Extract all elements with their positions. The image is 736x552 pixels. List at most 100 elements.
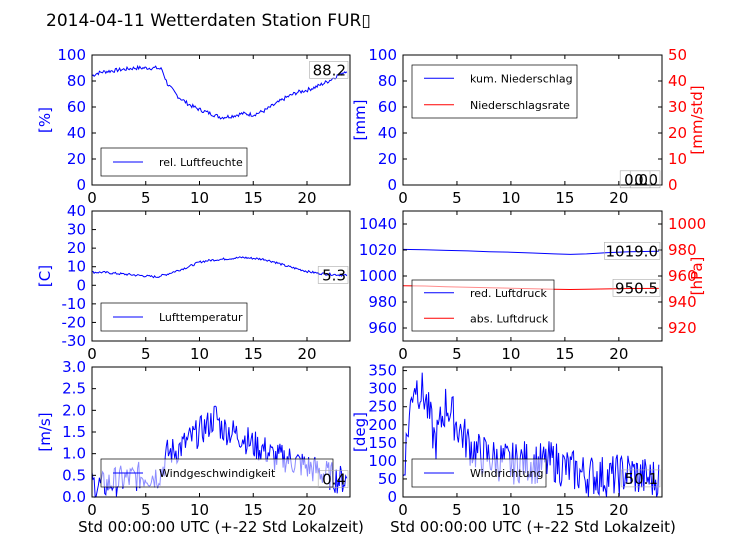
y-tick-label-temp: 30 [67, 221, 86, 239]
x-tick-label-wind_dir: 5 [452, 501, 462, 519]
annotation2-precip-box [619, 170, 651, 189]
annotation-wind_speed: 0.4 [322, 471, 346, 489]
y2-tick-label-pressure: 960 [668, 267, 697, 285]
annotation-humidity: 88.2 [313, 61, 346, 79]
y-tick-label-wind_dir: 200 [368, 416, 397, 434]
y-tick-label-pressure: 1020 [359, 241, 397, 259]
legend-label-pressure: abs. Luftdruck [470, 312, 549, 325]
annotation-wind_dir-box [621, 469, 661, 488]
x-tick-label-temp: 20 [297, 345, 316, 363]
annotation2-pressure: 950.5 [615, 279, 658, 297]
plot-frame-humidity [91, 54, 351, 186]
y2-tick-label-pressure: 940 [668, 293, 697, 311]
legend-label-wind_speed: Windgeschwindigkeit [159, 467, 276, 480]
x-tick-label-wind_speed: 5 [141, 501, 151, 519]
legend-box-precip [411, 64, 578, 119]
legend-box-pressure [411, 279, 555, 332]
plot-frame-precip [402, 54, 663, 186]
plot-frame-wind_dir [402, 366, 663, 498]
x-tick-label-wind_dir: 15 [555, 501, 574, 519]
x-tick-label-wind_speed: 0 [87, 501, 97, 519]
x-tick-label-pressure: 15 [555, 345, 574, 363]
legend-label-precip: Niederschlagsrate [470, 99, 570, 112]
y-tick-label-wind_dir: 250 [368, 398, 397, 416]
x-tick-label-humidity: 20 [297, 189, 316, 207]
x-tick-label-wind_dir: 0 [398, 501, 408, 519]
y2-tick-label-precip: 10 [668, 150, 687, 168]
y-tick-label-precip: 20 [378, 150, 397, 168]
x-tick-label-humidity: 0 [87, 189, 97, 207]
y-tick-label-humidity: 40 [67, 124, 86, 142]
x-axis-label-right: Std 00:00:00 UTC (+-22 Std Lokalzeit) [390, 518, 676, 536]
series-line-temp-0 [91, 256, 348, 279]
annotation-precip: 0.0 [634, 171, 658, 189]
y-tick-label-temp: 0 [76, 276, 86, 294]
y-axis-label-precip: [mm] [351, 100, 369, 141]
series-line-humidity-0 [91, 64, 348, 120]
y-tick-label-wind_speed: 1.0 [62, 445, 86, 463]
y-tick-label-pressure: 1000 [359, 267, 397, 285]
legend-label-temp: Lufttemperatur [159, 311, 243, 324]
y-tick-label-temp: 10 [67, 258, 86, 276]
y2-tick-label-pressure: 920 [668, 319, 697, 337]
y2-tick-label-precip: 20 [668, 124, 687, 142]
y-tick-label-wind_dir: 50 [378, 470, 397, 488]
annotation-humidity-box [309, 61, 349, 79]
x-tick-label-humidity: 5 [141, 189, 151, 207]
panel-wind_dir: 0 5 10 15 20050100150200250300350[deg]Windri… [351, 362, 663, 519]
x-tick-label-wind_speed: 10 [190, 501, 209, 519]
y-tick-label-pressure: 1040 [359, 215, 397, 233]
x-tick-label-wind_speed: 20 [297, 501, 316, 519]
x-tick-label-temp: 15 [244, 345, 263, 363]
y-axis-label-humidity: [%] [36, 107, 54, 133]
legend-label-precip: kum. Niederschlag [470, 72, 573, 85]
x-tick-label-temp: 5 [141, 345, 151, 363]
y-tick-label-pressure: 980 [368, 293, 397, 311]
x-axis-label-left: Std 00:00:00 UTC (+-22 Std Lokalzeit) [78, 518, 364, 536]
x-tick-label-wind_dir: 10 [501, 501, 520, 519]
y-tick-label-wind_dir: 350 [368, 362, 397, 380]
x-tick-label-precip: 5 [452, 189, 462, 207]
y-tick-label-wind_speed: 3.0 [62, 358, 86, 376]
y-tick-label-precip: 60 [378, 98, 397, 116]
y-tick-label-precip: 0 [387, 176, 397, 194]
y-tick-label-humidity: 20 [67, 150, 86, 168]
y-axis-label-wind_speed: [m/s] [36, 412, 54, 451]
y-tick-label-precip: 80 [378, 72, 397, 90]
y-tick-label-temp: -20 [62, 313, 87, 331]
x-tick-label-pressure: 20 [609, 345, 628, 363]
annotation2-precip: 0.0 [624, 171, 648, 189]
series-line-pressure-0 [402, 248, 659, 255]
y-tick-label-temp: 40 [67, 202, 86, 220]
plot-frame-temp [91, 210, 351, 342]
y2-axis-label-precip: [mm/std] [688, 85, 706, 154]
y-tick-label-wind_speed: 1.5 [62, 423, 86, 441]
y2-tick-label-precip: 40 [668, 72, 687, 90]
x-tick-label-precip: 0 [398, 189, 408, 207]
panel-humidity: 0 5 10 15 20 0 20 40 60 80 100 [%] rel. Luftfeuchte 8… [36, 46, 351, 207]
panel-precip: 0 5 10 15 20 0 20 40 60 80 100 [mm] 0 10 20 30 40 50 [mm/s… [351, 46, 706, 207]
x-tick-label-humidity: 10 [190, 189, 209, 207]
x-tick-label-precip: 15 [555, 189, 574, 207]
y-tick-label-wind_dir: 300 [368, 380, 397, 398]
annotation-temp-box [317, 266, 349, 284]
annotation-wind_speed-box [317, 470, 349, 488]
legend-label-wind_dir: Windrichtung [470, 467, 543, 480]
annotation2-pressure-box [612, 279, 661, 297]
x-tick-label-precip: 20 [609, 189, 628, 207]
y-tick-label-temp: -10 [62, 295, 87, 313]
y-tick-label-humidity: 60 [67, 98, 86, 116]
panel-temp: 0 5 10 15 20-30-20-10010203040[C]Lufttempera… [36, 202, 351, 363]
figure-title: 2014-04-11 Wetterdaten Station FUR▯ [46, 11, 371, 31]
y2-tick-label-pressure: 1000 [668, 215, 706, 233]
x-tick-label-precip: 10 [501, 189, 520, 207]
y2-tick-label-precip: 50 [668, 46, 687, 64]
y-tick-label-wind_speed: 0.0 [62, 488, 86, 506]
legend-label-pressure: red. Luftdruck [470, 287, 547, 300]
x-tick-label-pressure: 5 [452, 345, 462, 363]
annotation-pressure-box [604, 242, 661, 260]
y-tick-label-wind_speed: 2.0 [62, 401, 86, 419]
y-tick-label-wind_speed: 2.5 [62, 380, 86, 398]
x-tick-label-temp: 10 [190, 345, 209, 363]
